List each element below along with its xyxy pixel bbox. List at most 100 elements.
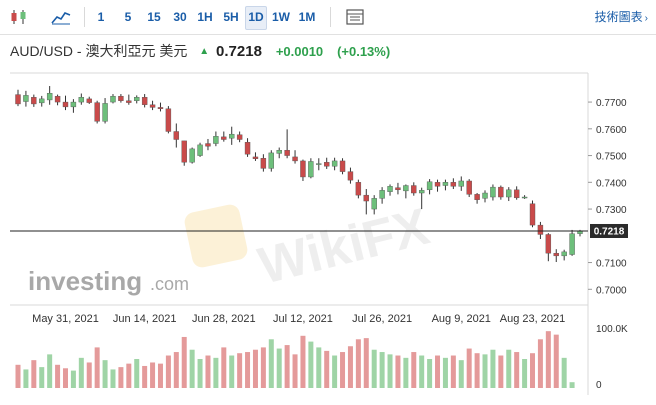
volume-bar (419, 355, 425, 388)
volume-bar (150, 362, 156, 388)
volume-bar (189, 349, 195, 388)
volume-bar (205, 355, 211, 388)
volume-bar (213, 357, 219, 388)
candle-down (324, 162, 330, 167)
candle-down (411, 185, 417, 194)
volume-bar (482, 354, 488, 388)
volume-bar (15, 364, 21, 388)
candle-down (339, 160, 346, 172)
volume-bar (530, 353, 536, 388)
wikifx-logo-icon (184, 204, 248, 268)
period-button-1m[interactable]: 1M (298, 10, 316, 24)
volume-bar (466, 348, 472, 388)
symbol-name: AUD/USD - 澳大利亞元 美元 (10, 43, 188, 59)
candle-up (521, 196, 528, 199)
volume-bar (252, 349, 258, 388)
price-axis: 0.7700 0.7600 0.7500 0.7400 0.7300 0.7100 0.70… (588, 98, 627, 296)
candlestick-chart-icon[interactable] (8, 7, 30, 27)
period-button-30[interactable]: 30 (173, 10, 187, 24)
candle-up (23, 95, 29, 102)
technical-chart-link[interactable]: 技術圖表 › (595, 8, 648, 25)
candle-down (474, 194, 480, 200)
candle-up (197, 144, 203, 156)
volume-bar (55, 364, 61, 388)
price-axis-label: 0.7100 (596, 259, 627, 270)
candle-down (545, 234, 552, 254)
candle-down (363, 194, 369, 202)
price-axis-label: 0.7500 (596, 152, 627, 163)
candle-down (260, 158, 267, 169)
volume-bar (268, 339, 274, 388)
candle-up (561, 251, 567, 257)
date-axis-label: Jul 26, 2021 (352, 313, 412, 325)
volume-bar (371, 349, 377, 388)
candle-up (506, 189, 512, 198)
current-price-tag (590, 223, 628, 238)
toolbar-separator (330, 7, 331, 27)
period-button-5h[interactable]: 5H (223, 10, 239, 24)
candle-up (276, 150, 282, 154)
candle-up (102, 103, 108, 122)
candle-down (252, 156, 259, 159)
candle-down (355, 182, 362, 196)
wikifx-watermark: WikiFX (184, 198, 435, 296)
volume-bar (427, 359, 433, 388)
volume-bar (300, 335, 306, 388)
volume-bar (62, 368, 68, 388)
candle-down (54, 95, 61, 103)
volume-bar (340, 352, 346, 388)
volume-bar (363, 338, 369, 388)
volume-bar (181, 336, 187, 388)
volume-bar (379, 352, 385, 388)
period-button-15[interactable]: 15 (147, 10, 161, 24)
candle-up (458, 180, 464, 187)
period-button-1w[interactable]: 1W (272, 10, 290, 24)
candle-down (126, 100, 132, 103)
period-button-5[interactable]: 5 (124, 10, 132, 24)
period-button-1d[interactable]: 1D (245, 6, 267, 30)
price-axis-label: 0.7300 (596, 205, 627, 216)
candle-down (284, 150, 290, 156)
candle-up (70, 101, 77, 108)
candle-down (118, 95, 124, 101)
volume-bar (316, 347, 322, 388)
candle-down (236, 134, 243, 140)
table-icon[interactable] (344, 7, 366, 27)
candle-up (569, 233, 575, 255)
volume-bar (229, 355, 235, 388)
volume-bar (276, 348, 282, 388)
candle-down (466, 180, 472, 195)
volume-bar (498, 355, 504, 388)
price-change-percent: (+0.13%) (337, 44, 391, 59)
volume-axis-label: 0 (596, 380, 602, 391)
candle-up (110, 95, 116, 103)
candle-up (387, 186, 393, 192)
area-chart-icon[interactable] (50, 7, 72, 27)
candle-down (221, 136, 227, 140)
volume-bar (173, 352, 179, 388)
candle-up (403, 185, 409, 192)
candle-up (371, 198, 377, 210)
volume-bar (142, 365, 148, 388)
period-button-1[interactable]: 1 (97, 10, 105, 24)
volume-bar (553, 334, 559, 388)
volume-bar (197, 359, 203, 388)
volume-bar (70, 370, 76, 388)
candle-down (450, 182, 457, 187)
candle-down (434, 182, 441, 187)
date-axis-label: Jul 12, 2021 (273, 313, 333, 325)
period-button-1h[interactable]: 1H (197, 10, 213, 24)
volume-bar (292, 354, 298, 388)
current-price-label: 0.7218 (594, 226, 625, 237)
volume-bar (260, 347, 266, 388)
volume-bar (94, 347, 100, 388)
volume-bar (221, 347, 227, 388)
candle-down (149, 104, 156, 108)
volume-bar (324, 350, 330, 388)
candle-up (442, 182, 449, 186)
volume-bar (284, 345, 290, 388)
volume-bar (31, 360, 37, 388)
candle-down (181, 140, 187, 163)
investing-watermark-suffix: .com (150, 274, 189, 294)
